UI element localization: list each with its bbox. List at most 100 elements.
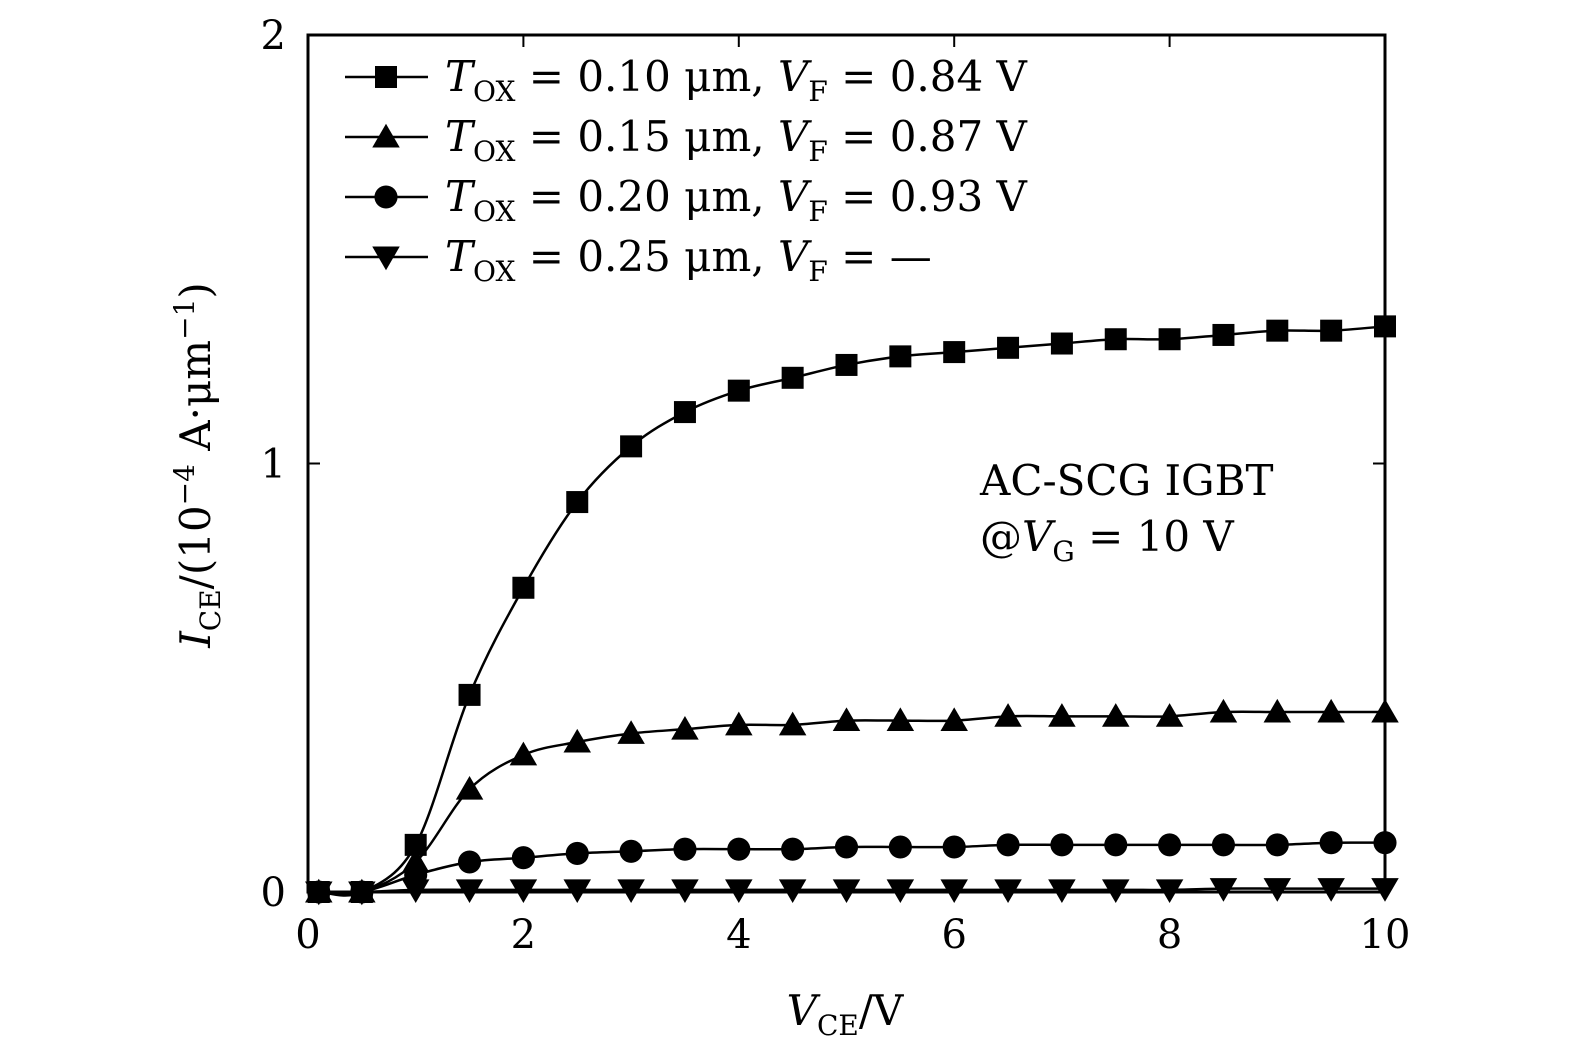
data-point [996, 833, 1020, 857]
legend-marker [372, 246, 400, 271]
data-point [511, 846, 535, 870]
data-point [1263, 878, 1292, 902]
legend-item: TOX = 0.10 μm, VF = 0.84 V [345, 52, 1028, 108]
data-point [725, 879, 753, 904]
data-point [1209, 878, 1238, 902]
data-point [1211, 833, 1235, 857]
annotation-at: @ [980, 512, 1022, 561]
data-point [1050, 332, 1073, 355]
data-point [566, 491, 589, 514]
y-axis-title: ICE/(10−4 A·μm−1) [168, 282, 227, 649]
data-point [886, 879, 915, 904]
data-point [509, 879, 538, 904]
data-point [620, 435, 643, 458]
data-point [781, 837, 805, 861]
y-axis-exp2: −1 [168, 299, 201, 340]
data-point [563, 879, 591, 904]
data-point [1155, 879, 1184, 904]
data-point [1155, 703, 1184, 727]
data-point [778, 879, 807, 904]
data-point [458, 683, 481, 706]
annotation-suffix: = 10 V [1075, 512, 1235, 561]
data-point [509, 741, 538, 766]
legend-label: TOX = 0.25 μm, VF = — [445, 232, 932, 288]
data-point [943, 341, 966, 364]
x-tick-label: 2 [511, 912, 536, 958]
data-point [1104, 328, 1127, 351]
data-point [1265, 833, 1289, 857]
data-series [305, 315, 1399, 906]
data-point [835, 353, 858, 376]
data-point [512, 576, 535, 599]
data-point [1320, 319, 1343, 342]
x-axis-var: V [787, 986, 821, 1035]
data-point [1050, 833, 1074, 857]
x-tick-label: 0 [295, 912, 320, 958]
data-point [1212, 323, 1235, 346]
data-point [994, 879, 1022, 904]
data-point [673, 837, 697, 861]
data-point [1317, 878, 1345, 902]
legend-label: TOX = 0.10 μm, VF = 0.84 V [445, 52, 1028, 108]
data-point [1374, 315, 1396, 338]
data-point [1317, 698, 1345, 723]
data-point [673, 401, 696, 424]
data-point [1371, 698, 1399, 723]
data-point [455, 775, 484, 800]
y-tick-label: 1 [261, 442, 286, 488]
data-point [1048, 703, 1076, 727]
data-point [942, 835, 966, 859]
data-point [781, 366, 804, 389]
data-point [455, 879, 484, 904]
data-point [997, 336, 1020, 359]
data-point [727, 379, 750, 402]
annotation-device: AC-SCG IGBT [979, 456, 1274, 505]
data-point [834, 835, 859, 859]
series-line [318, 325, 1386, 897]
data-point [1158, 833, 1182, 857]
data-point [725, 711, 753, 736]
data-point [617, 720, 645, 744]
legend-marker [372, 123, 400, 148]
data-point [1371, 878, 1399, 902]
data-point [1048, 879, 1076, 904]
data-point [1319, 831, 1343, 855]
data-point [1209, 698, 1238, 723]
data-point [305, 881, 333, 906]
data-point [886, 707, 915, 732]
data-point [889, 345, 912, 368]
series-square [307, 315, 1396, 903]
annotation-sub: G [1052, 535, 1074, 568]
data-point [404, 833, 427, 856]
data-point [832, 879, 861, 904]
legend-item: TOX = 0.15 μm, VF = 0.87 V [345, 112, 1028, 168]
legend-item: TOX = 0.25 μm, VF = — [345, 232, 932, 288]
legend-label: TOX = 0.15 μm, VF = 0.87 V [445, 112, 1028, 168]
annotation-var: V [1022, 512, 1056, 561]
x-tick-label: 6 [941, 912, 966, 958]
series-triangle-down [305, 878, 1399, 906]
data-point [563, 728, 591, 753]
data-point [671, 715, 699, 740]
data-point [1104, 833, 1128, 857]
data-point [458, 850, 482, 874]
y-axis-unit-prefix: /(10 [171, 505, 220, 589]
data-point [348, 881, 376, 906]
y-axis-var: I [171, 630, 220, 649]
x-axis-title: VCE/V [787, 986, 904, 1042]
annotation-gate-voltage: @VG = 10 V [980, 512, 1234, 568]
data-point [1266, 319, 1289, 342]
data-point [888, 835, 912, 859]
data-point [994, 703, 1022, 727]
data-point [619, 839, 643, 863]
legend-label: TOX = 0.20 μm, VF = 0.93 V [445, 172, 1028, 228]
data-point [940, 707, 968, 732]
y-axis-sub: CE [194, 589, 227, 631]
axis-tick-labels: 0 2 4 6 8 10 0 1 2 [261, 13, 1411, 958]
x-tick-label: 8 [1157, 912, 1182, 958]
data-point [1102, 703, 1130, 727]
data-point [401, 879, 430, 904]
data-point [1263, 698, 1292, 723]
y-axis-exp: −4 [168, 464, 201, 505]
legend-marker [374, 185, 398, 209]
